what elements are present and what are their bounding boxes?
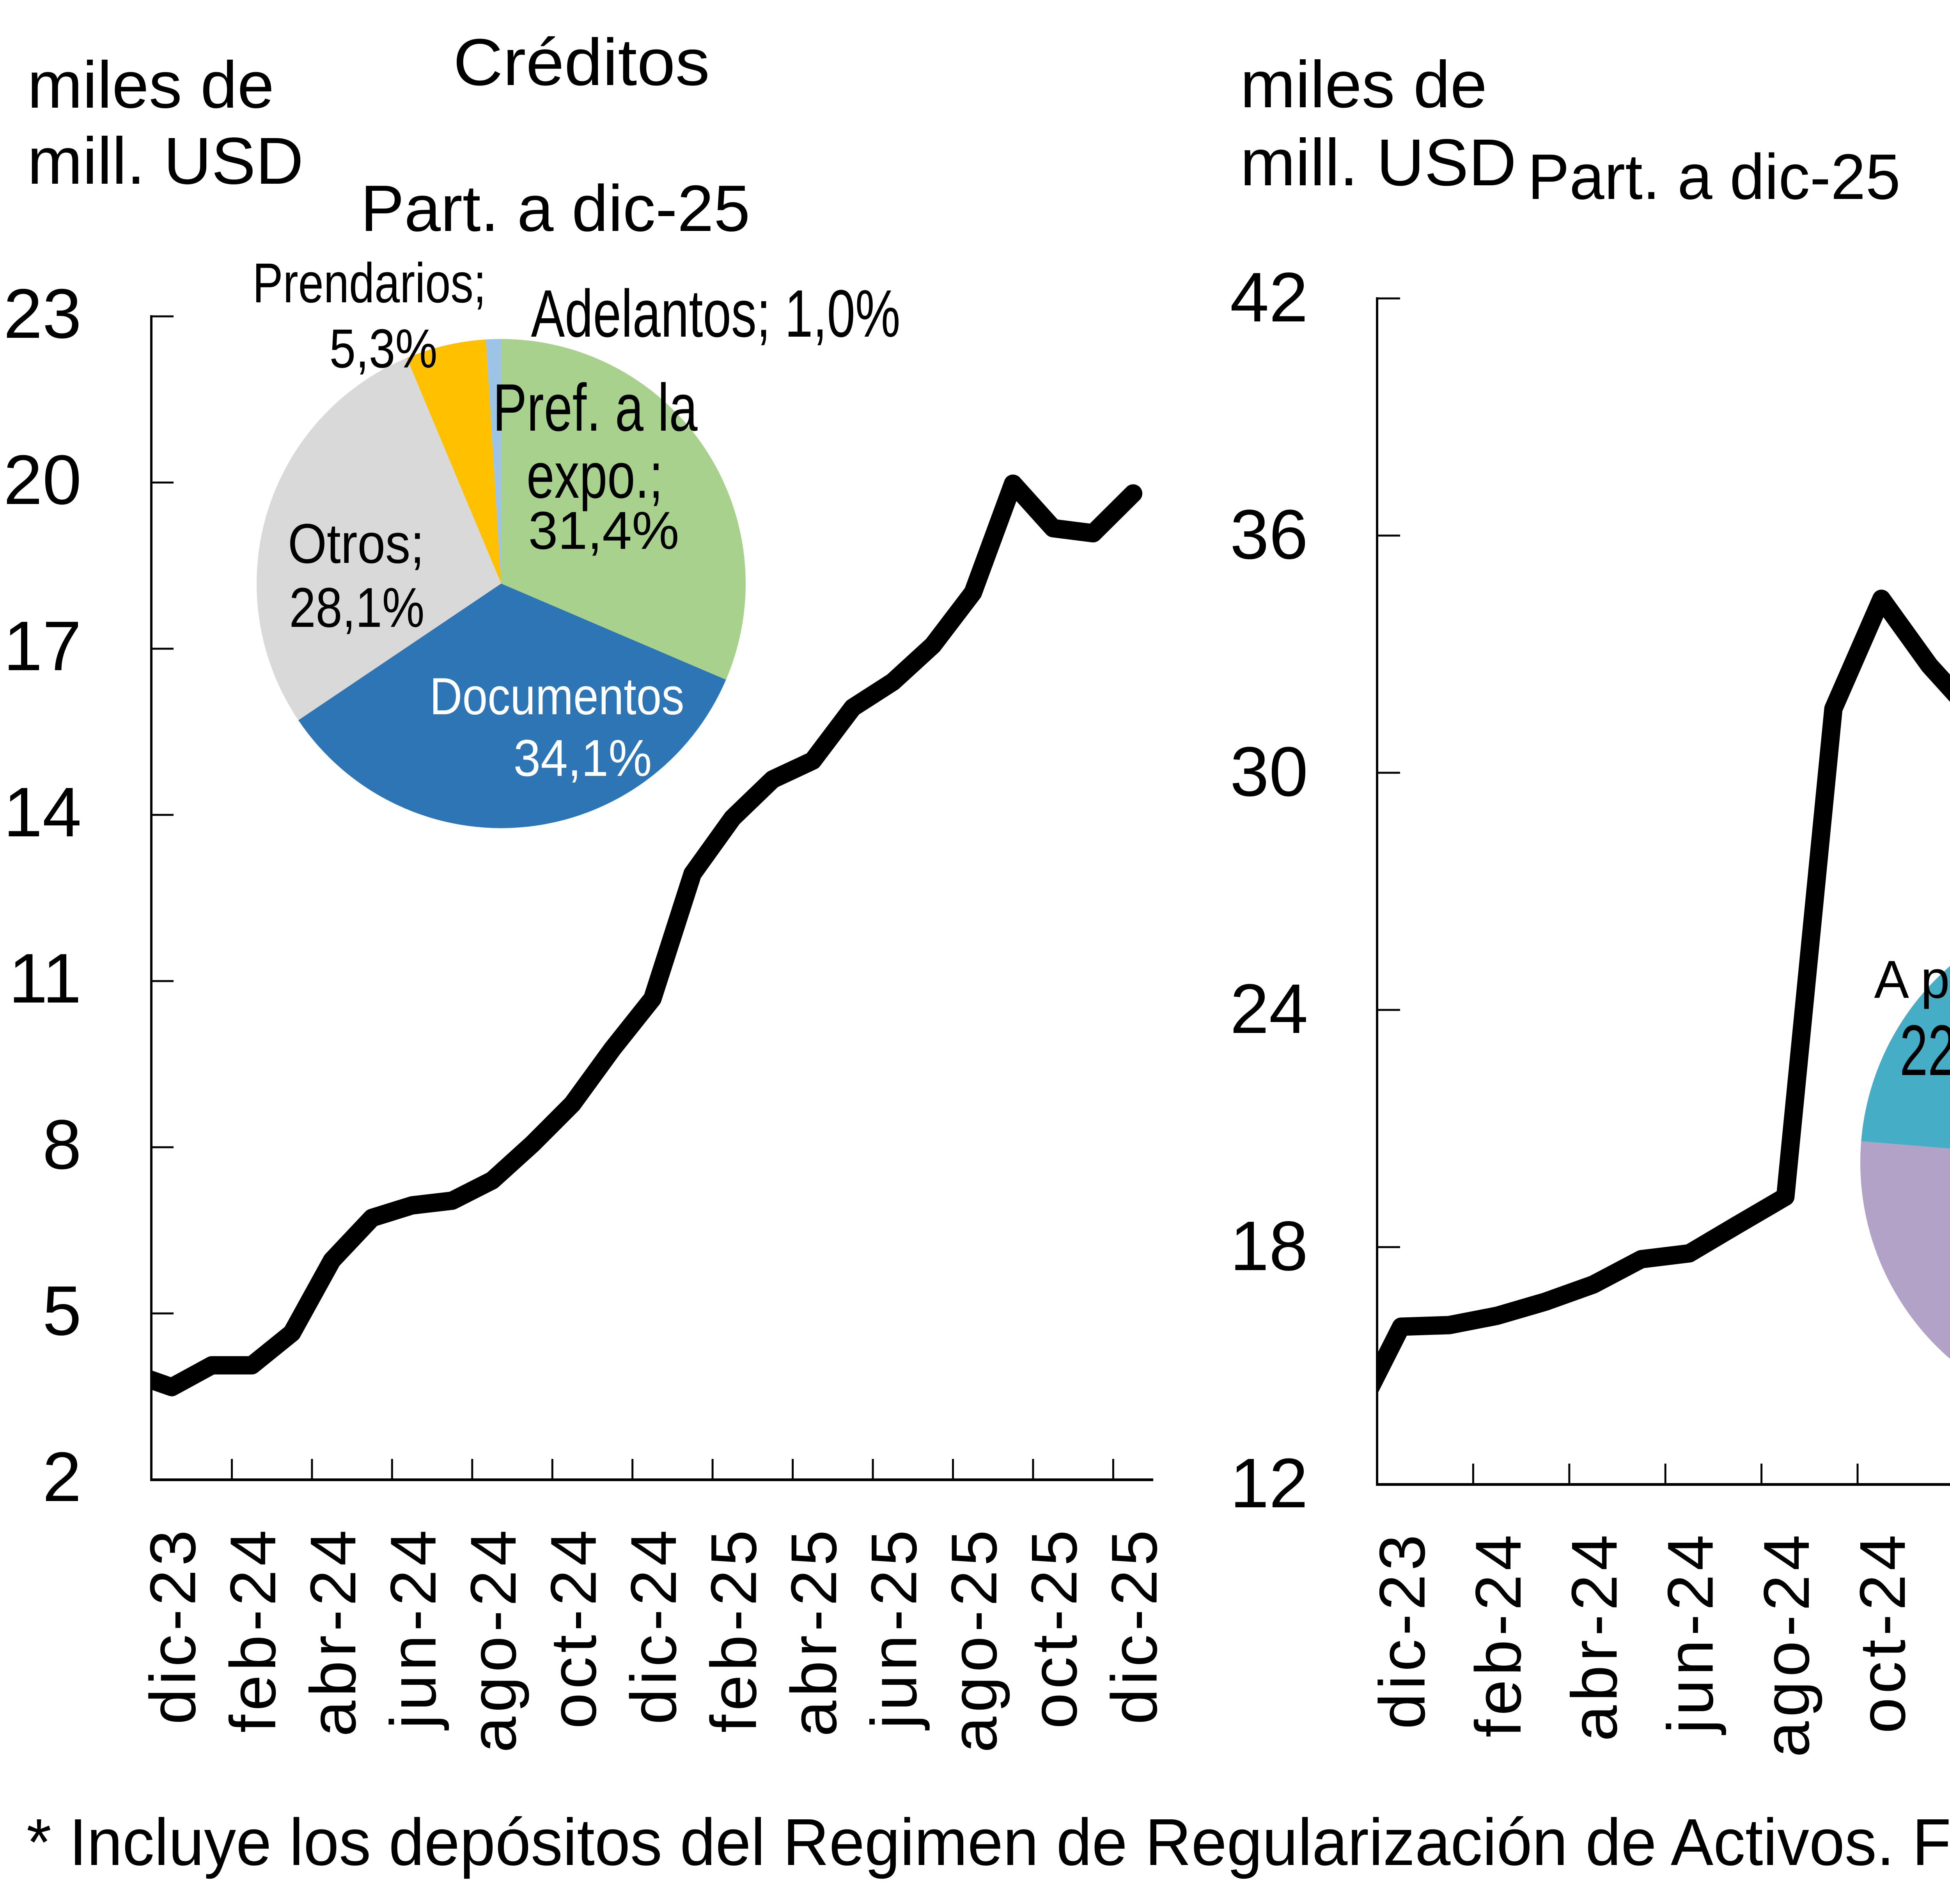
svg-text:feb-24: feb-24 xyxy=(217,1530,289,1733)
svg-text:miles de: miles de xyxy=(27,48,274,122)
svg-text:23: 23 xyxy=(4,275,82,353)
svg-text:Part. a dic-25: Part. a dic-25 xyxy=(361,172,750,245)
svg-text:Documentos: Documentos xyxy=(430,667,684,726)
svg-text:36: 36 xyxy=(1230,495,1308,574)
svg-text:dic-25: dic-25 xyxy=(1099,1530,1171,1725)
svg-text:2: 2 xyxy=(43,1438,82,1516)
svg-text:18: 18 xyxy=(1230,1207,1308,1285)
svg-text:mill. USD: mill. USD xyxy=(27,124,303,198)
svg-text:20: 20 xyxy=(4,441,82,519)
svg-text:Adelantos; 1,0%: Adelantos; 1,0% xyxy=(531,276,901,351)
svg-text:dic-24: dic-24 xyxy=(618,1530,690,1725)
svg-text:Otros;: Otros; xyxy=(288,512,424,575)
svg-text:mill. USD: mill. USD xyxy=(1240,126,1516,200)
svg-text:Créditos: Créditos xyxy=(453,25,710,99)
svg-text:A plazo;: A plazo; xyxy=(1874,950,1950,1010)
svg-text:ago-24: ago-24 xyxy=(1751,1535,1823,1757)
svg-text:14: 14 xyxy=(4,773,82,852)
svg-text:* Incluye los depósitos del Re: * Incluye los depósitos del Regimen de R… xyxy=(27,1805,1950,1879)
svg-text:11: 11 xyxy=(9,939,82,1018)
svg-text:oct-24: oct-24 xyxy=(538,1530,610,1729)
svg-text:dic-23: dic-23 xyxy=(1367,1535,1439,1729)
svg-text:8: 8 xyxy=(43,1105,82,1184)
svg-text:oct-24: oct-24 xyxy=(1847,1535,1919,1734)
svg-text:24: 24 xyxy=(1230,970,1308,1048)
svg-text:Prendarios;: Prendarios; xyxy=(253,252,486,314)
svg-text:42: 42 xyxy=(1230,258,1308,337)
svg-text:28,1%: 28,1% xyxy=(289,576,425,639)
svg-text:feb-24: feb-24 xyxy=(1462,1535,1535,1737)
svg-text:Part. a dic-25: Part. a dic-25 xyxy=(1528,141,1900,213)
svg-text:31,4%: 31,4% xyxy=(528,501,679,561)
svg-text:ago-24: ago-24 xyxy=(457,1530,530,1753)
svg-text:30: 30 xyxy=(1230,733,1308,811)
svg-text:jun-24: jun-24 xyxy=(378,1530,450,1731)
svg-text:Pref. a la: Pref. a la xyxy=(493,370,698,445)
svg-text:oct-25: oct-25 xyxy=(1018,1530,1090,1729)
svg-text:expo.;: expo.; xyxy=(526,440,663,512)
svg-text:jun-25: jun-25 xyxy=(858,1530,930,1731)
svg-text:dic-23: dic-23 xyxy=(137,1530,209,1725)
svg-text:5,3%: 5,3% xyxy=(330,318,438,379)
svg-text:12: 12 xyxy=(1230,1444,1308,1522)
svg-text:jun-24: jun-24 xyxy=(1655,1535,1727,1735)
svg-text:34,1%: 34,1% xyxy=(514,729,652,787)
svg-text:17: 17 xyxy=(4,607,82,685)
svg-text:dic-24: dic-24 xyxy=(1943,1535,1950,1729)
svg-text:22,9%: 22,9% xyxy=(1900,1010,1950,1090)
svg-text:ago-25: ago-25 xyxy=(938,1530,1010,1753)
svg-text:feb-25: feb-25 xyxy=(698,1530,770,1733)
svg-text:5: 5 xyxy=(43,1272,82,1350)
svg-text:miles de: miles de xyxy=(1240,48,1487,122)
